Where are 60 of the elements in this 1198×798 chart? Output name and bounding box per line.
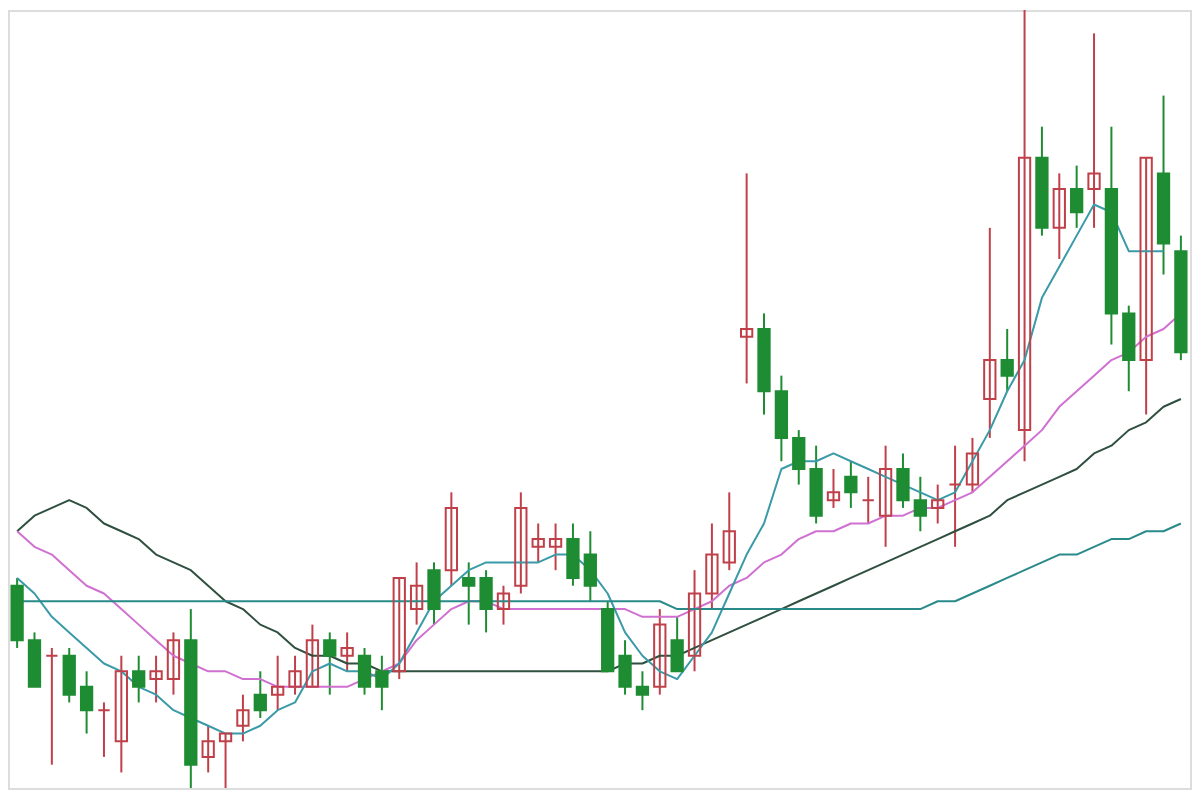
- candlestick: [948, 444, 962, 548]
- candlestick: [218, 732, 233, 789]
- candlestick: [1052, 172, 1066, 260]
- candlestick: [722, 491, 736, 572]
- candlestick: [79, 670, 94, 735]
- candlestick: [1139, 156, 1153, 416]
- candlestick: [132, 654, 146, 704]
- candlestick: [1000, 327, 1014, 393]
- candlestick: [462, 561, 476, 626]
- candlestick: [896, 452, 910, 509]
- candlestick: [323, 631, 337, 696]
- candlestick: [305, 623, 320, 688]
- candlestick: [740, 172, 754, 385]
- candlestick: [931, 483, 945, 525]
- candlestick: [27, 631, 42, 688]
- candlestick: [514, 491, 528, 595]
- candlestick: [566, 522, 580, 587]
- candlestick: [1070, 164, 1084, 229]
- candlestick: [687, 569, 702, 673]
- candlestick: [826, 468, 841, 509]
- candlestick: [548, 522, 563, 572]
- candlestick: [809, 444, 823, 525]
- candlestick: [983, 226, 997, 439]
- candlestick: [1122, 304, 1136, 393]
- candlestick: [774, 374, 789, 463]
- candlestick: [149, 654, 163, 704]
- candlestick: [97, 701, 111, 758]
- candlestick: [913, 475, 927, 533]
- candlestick: [114, 654, 128, 774]
- candlestick: [531, 522, 545, 564]
- candlestick: [844, 460, 858, 509]
- candlestick: [1087, 32, 1101, 229]
- candlestick: [444, 491, 458, 587]
- candlestick: [479, 569, 493, 634]
- candlestick: [253, 670, 267, 719]
- candlestick: [409, 561, 424, 626]
- candlestick: [618, 639, 632, 696]
- candlestick: [271, 654, 285, 712]
- candlestick: [965, 436, 980, 494]
- candlestick: [878, 444, 893, 548]
- candlestick: [635, 670, 650, 712]
- candlestick: [166, 631, 181, 696]
- candlestick: [705, 522, 719, 611]
- candlestick: [583, 530, 597, 603]
- candlestick: [392, 576, 406, 681]
- candlestick: [496, 584, 511, 626]
- candlestick: [1017, 9, 1032, 463]
- candlestick: [201, 724, 215, 774]
- candlestick: [861, 475, 875, 525]
- candlestick: [792, 429, 806, 486]
- candlestick: [427, 561, 441, 626]
- candlestick: [62, 646, 76, 704]
- candlestick: [357, 646, 372, 696]
- candlestick: [653, 608, 667, 696]
- candlestick: [375, 654, 389, 712]
- candlestick: [45, 646, 59, 766]
- candlestick: [288, 654, 302, 696]
- candlestick: [340, 631, 354, 673]
- candlestick: [670, 615, 684, 673]
- candlestick: [236, 693, 250, 743]
